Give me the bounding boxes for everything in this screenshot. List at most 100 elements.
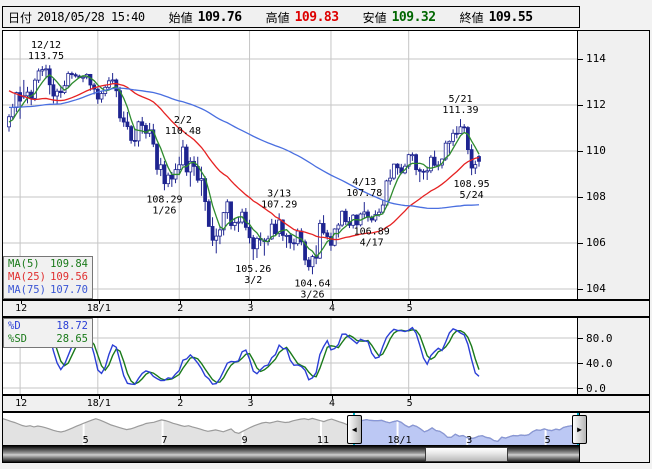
range-handle-right[interactable]: ▶	[572, 415, 587, 444]
stoch-tick	[578, 388, 583, 389]
navigator-minimap[interactable]: 5 7 9 11 18/1 3 5	[3, 413, 579, 445]
navigator-empty-area	[579, 413, 649, 462]
stochastic-axis: 80.0 40.0 0.0	[578, 318, 649, 395]
nav-label: 3	[466, 435, 472, 445]
arrow-right-icon: ▶	[577, 424, 582, 434]
header-field-label-3: 安値	[362, 10, 387, 25]
stoch-tick	[578, 338, 583, 339]
date-axis-stochastic: 12 18/1 2 3 4 5	[2, 395, 650, 412]
month-tick	[250, 396, 252, 399]
candlestick-chart-area[interactable]: MA(5) 109.84 MA(25) 109.56 MA(75) 107.70 12/1…	[3, 31, 578, 299]
stochastic-chart-area[interactable]: %D 18.72 %SD 28.65	[3, 318, 578, 394]
month-label: 3	[247, 303, 254, 314]
candlestick-svg: 12/12 113.75 2/2 110.48 108.29 1/26 3/13 107.29…	[3, 31, 577, 299]
scrollbar-thumb[interactable]	[425, 447, 508, 462]
svg-text:108.955/24: 108.95 5/24	[454, 179, 490, 201]
month-label: 12	[15, 398, 28, 409]
month-tick	[98, 301, 100, 304]
header-field-value-0: 2018/05/28 15:40	[37, 10, 145, 24]
month-label: 5	[406, 398, 413, 409]
nav-label: 11	[317, 435, 329, 445]
navigator-svg: 5 7 9 11 18/1 3 5	[3, 417, 579, 445]
candlestick-series	[7, 64, 481, 275]
svg-text:105.263/2: 105.26 3/2	[235, 264, 271, 286]
stoch-legend-row-1: %SD 28.65	[8, 333, 88, 345]
month-tick	[331, 396, 333, 399]
price-chart-band: MA(5) 109.84 MA(25) 109.56 MA(75) 107.70 12/1…	[2, 30, 650, 300]
ma-legend: MA(5) 109.84 MA(25) 109.56 MA(75) 107.70	[3, 256, 93, 299]
price-axis: 114 112 110 108 106 104	[578, 31, 649, 299]
month-tick	[98, 396, 100, 399]
stoch-legend-row-0: %D 18.72	[8, 320, 88, 332]
month-tick	[409, 396, 411, 399]
price-axis-label: 114	[586, 52, 606, 65]
price-tick	[578, 105, 583, 106]
header-field-label-2: 高値	[265, 10, 290, 25]
header-field-label-4: 終値	[459, 10, 484, 25]
header-field-value-2: 109.83	[294, 9, 339, 25]
stochastic-svg	[3, 318, 577, 394]
price-axis-label: 112	[586, 98, 606, 111]
month-tick	[21, 396, 23, 399]
arrow-left-icon: ◀	[351, 424, 357, 434]
price-axis-label: 104	[586, 282, 606, 295]
ma-legend-row-2: MA(75) 107.70	[8, 284, 88, 296]
price-tick	[578, 289, 583, 290]
month-tick	[331, 301, 333, 304]
quote-header: 日付 2018/05/28 15:40 始値 109.76 高値 109.83 安値 109.…	[2, 6, 580, 28]
stoch-axis-label: 80.0	[586, 332, 613, 345]
month-label: 12	[15, 303, 28, 314]
ma-legend-row-1: MA(25) 109.56	[8, 271, 88, 283]
range-handle-left[interactable]: ◀	[346, 415, 362, 444]
month-label: 5	[406, 303, 413, 314]
ma-line-MA(5)	[8, 74, 480, 258]
price-axis-label: 108	[586, 190, 606, 203]
month-tick	[180, 301, 182, 304]
nav-line-selected	[353, 418, 579, 442]
price-tick	[578, 59, 583, 60]
price-axis-label: 110	[586, 144, 606, 157]
nav-label: 5	[545, 435, 551, 445]
nav-label: 18/1	[388, 435, 412, 445]
month-label: 18/1	[86, 303, 111, 314]
ma-line-MA(25)	[8, 82, 480, 241]
month-label: 4	[328, 303, 335, 314]
price-axis-label: 106	[586, 236, 606, 249]
nav-label: 5	[83, 435, 89, 445]
month-label: 2	[177, 398, 184, 409]
price-tick	[578, 151, 583, 152]
svg-text:106.894/17: 106.89 4/17	[354, 227, 390, 249]
stoch-axis-label: 40.0	[586, 357, 613, 370]
chart-annotations: 12/12 113.75 2/2 110.48 108.29 1/26 3/13 107.29…	[28, 40, 490, 299]
price-tick	[578, 197, 583, 198]
svg-text:104.643/26: 104.64 3/26	[294, 278, 330, 299]
nav-area-selected	[353, 419, 579, 445]
month-label: 2	[177, 303, 184, 314]
month-label: 4	[328, 398, 335, 409]
ma-legend-row-0: MA(5) 109.84	[8, 258, 88, 270]
header-field-label-0: 日付	[8, 10, 33, 25]
month-tick	[180, 396, 182, 399]
month-tick	[21, 301, 23, 304]
stochastic-band: %D 18.72 %SD 28.65 80.0 40.0 0.0	[2, 317, 650, 395]
header-field-value-1: 109.76	[197, 9, 242, 25]
navigator-band: 5 7 9 11 18/1 3 5 ◀ ▶	[2, 412, 650, 463]
header-field-label-1: 始値	[168, 10, 193, 25]
svg-text:108.291/26: 108.29 1/26	[146, 194, 182, 216]
header-field-value-3: 109.32	[391, 9, 436, 25]
nav-label: 7	[162, 435, 168, 445]
month-label: 18/1	[86, 398, 111, 409]
header-field-value-4: 109.55	[488, 9, 533, 25]
stoch-axis-label: 0.0	[586, 382, 606, 395]
nav-label: 9	[242, 435, 248, 445]
stoch-tick	[578, 363, 583, 364]
month-tick	[409, 301, 411, 304]
ma-line-MA(75)	[8, 87, 480, 210]
month-tick	[250, 301, 252, 304]
